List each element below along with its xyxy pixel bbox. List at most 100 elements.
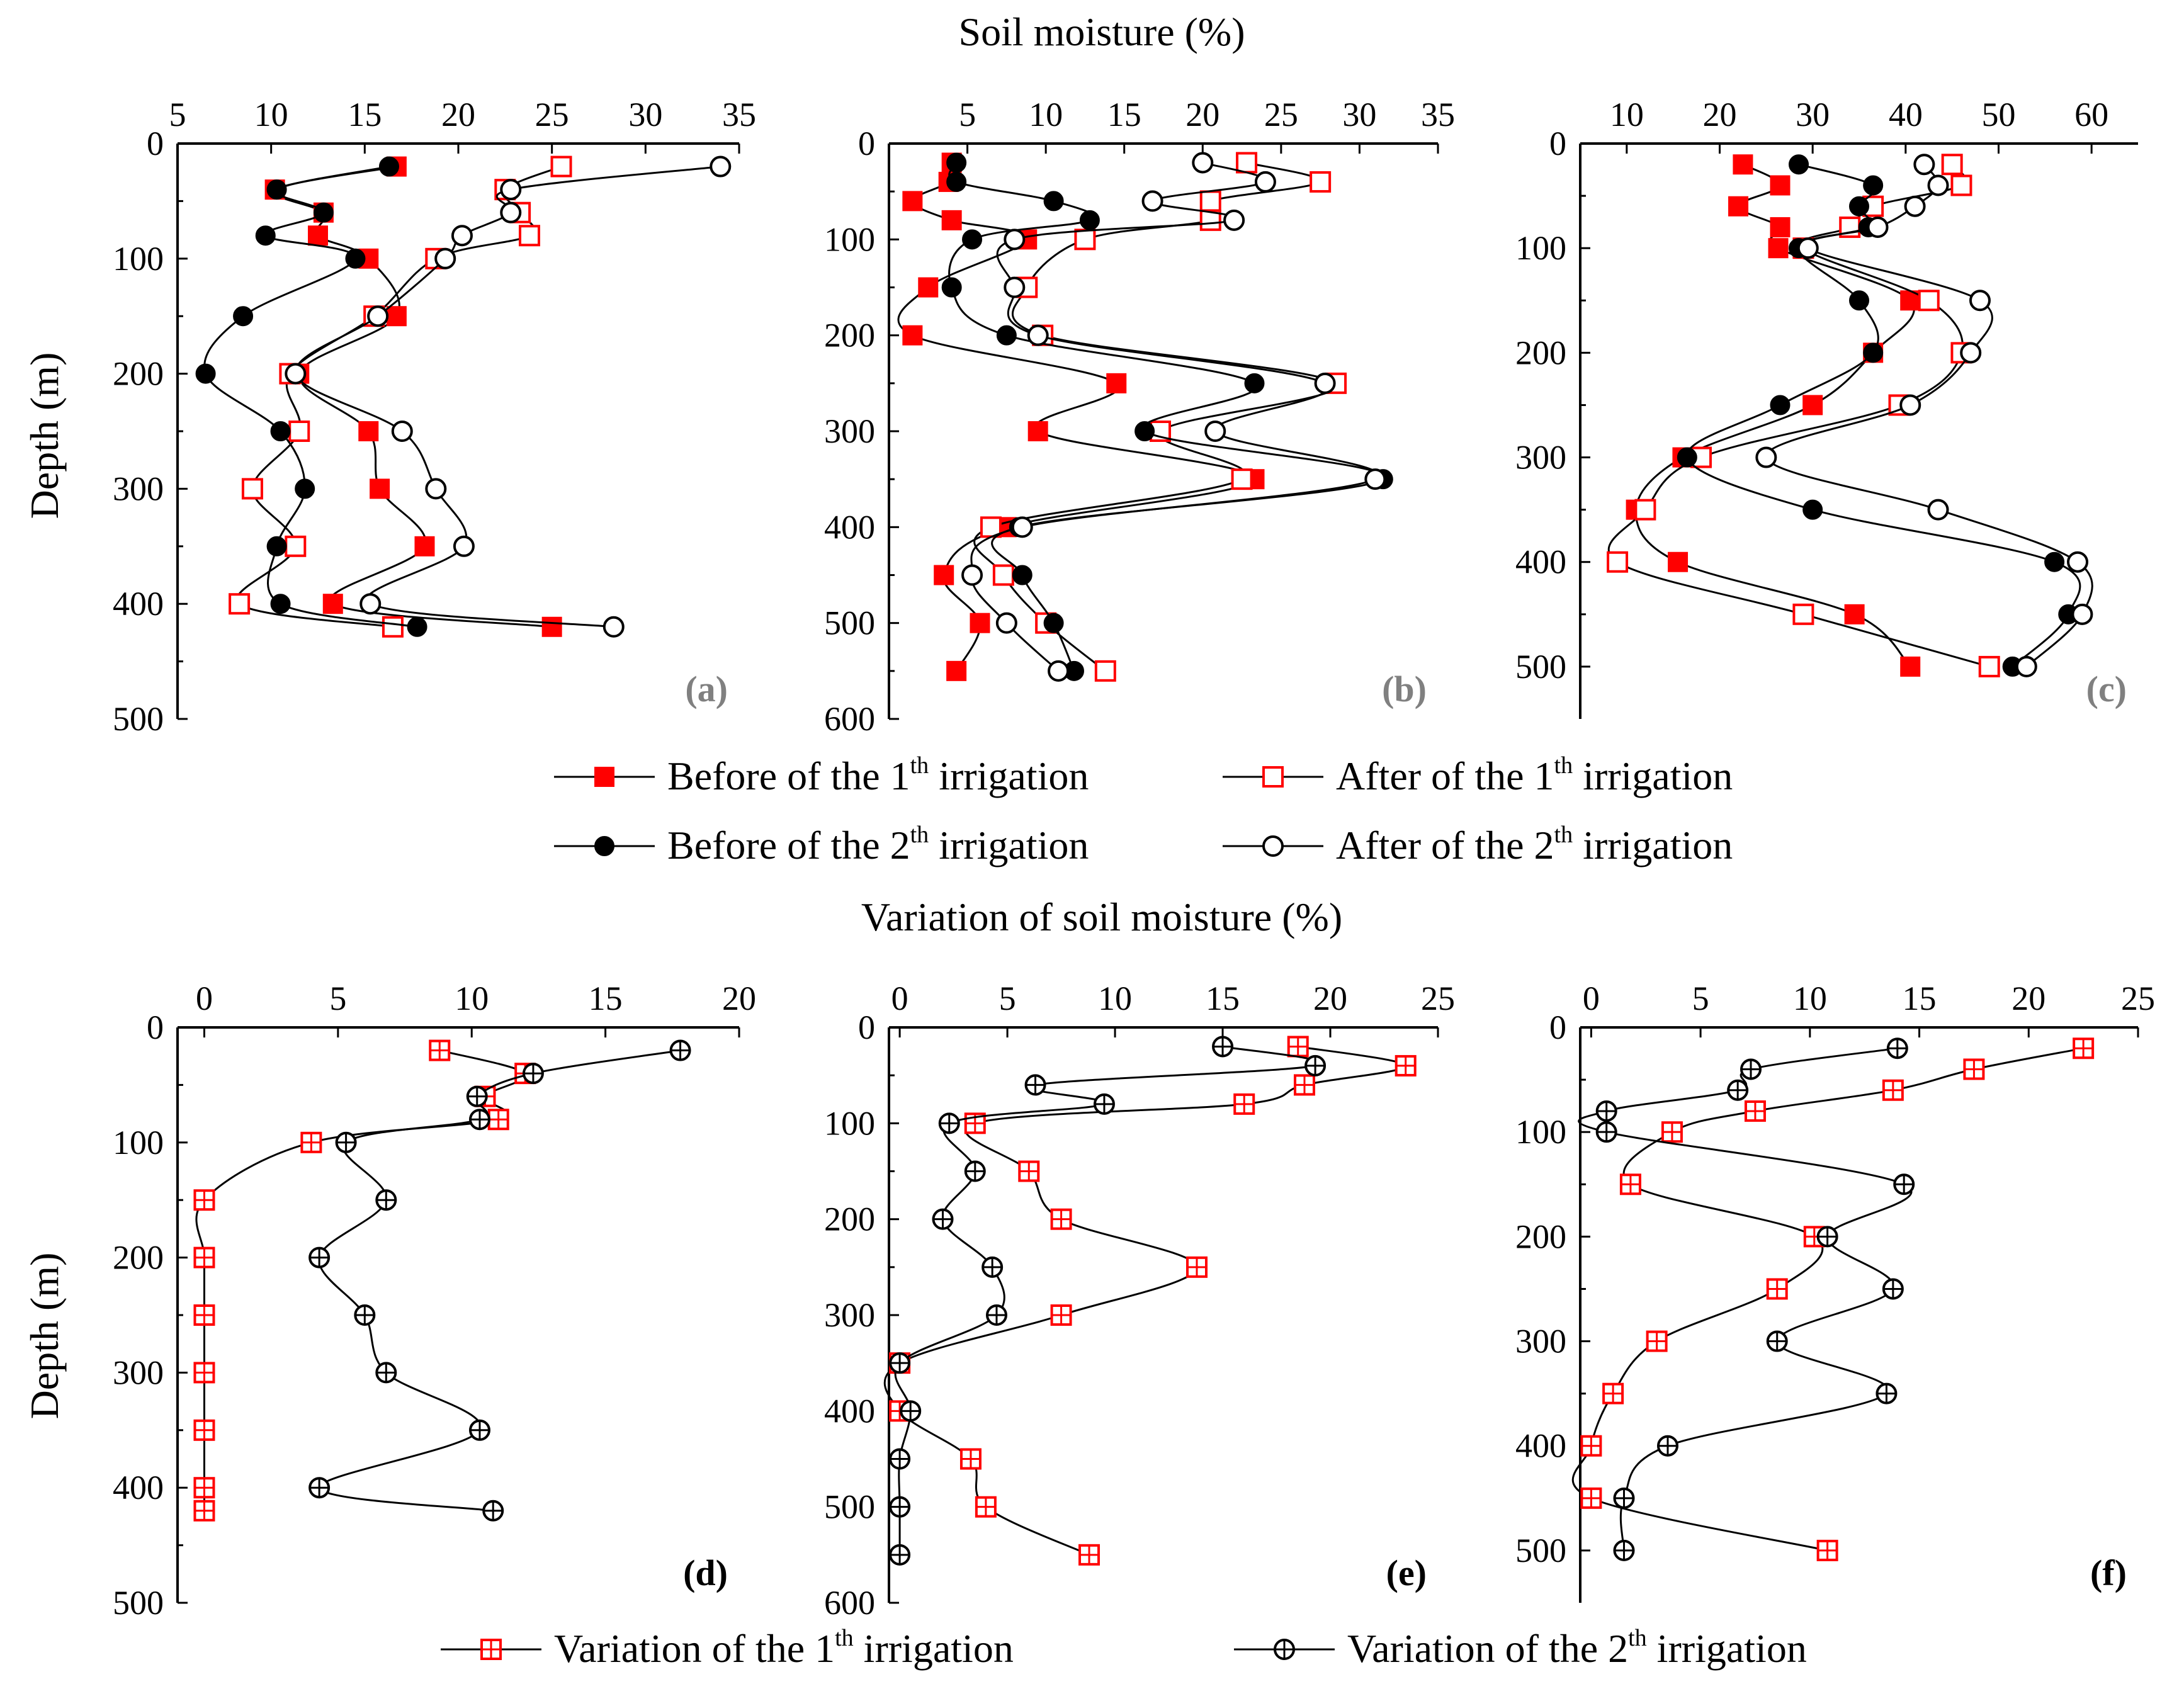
y-tick-label: 200 bbox=[113, 1239, 164, 1277]
x-tick-label: 30 bbox=[1796, 96, 1830, 133]
data-point bbox=[1027, 324, 1049, 346]
x-tick-label: 0 bbox=[1583, 980, 1600, 1017]
y-tick-label: 400 bbox=[824, 508, 875, 546]
panel-label: (e) bbox=[1386, 1552, 1427, 1593]
data-point bbox=[1078, 1544, 1100, 1566]
data-point bbox=[375, 1362, 397, 1384]
panel-b: 5 10 15 20 25 30 35 0 100 200 300 400 500 600 (b) bbox=[824, 96, 1455, 738]
x-tick-label: 20 bbox=[1313, 980, 1347, 1017]
bottom-axis-title: Variation of soil moisture (%) bbox=[861, 895, 1342, 939]
x-tick-label: 20 bbox=[2011, 980, 2045, 1017]
data-point bbox=[1613, 1487, 1635, 1509]
y-tick-label: 600 bbox=[824, 700, 875, 738]
y-tick-label: 300 bbox=[113, 1353, 164, 1391]
data-point bbox=[266, 536, 287, 557]
series-line bbox=[1571, 1047, 2084, 1552]
data-point bbox=[1893, 1173, 1915, 1195]
x-tick-label: 15 bbox=[1107, 96, 1141, 133]
data-point bbox=[308, 1246, 331, 1269]
data-point bbox=[1199, 190, 1221, 212]
data-point bbox=[407, 616, 427, 637]
data-point bbox=[1186, 1256, 1208, 1278]
series-line bbox=[883, 1046, 1407, 1556]
data-point bbox=[941, 210, 962, 230]
data-point bbox=[603, 616, 625, 638]
data-point bbox=[1770, 175, 1791, 196]
data-point bbox=[550, 155, 572, 178]
data-point bbox=[1043, 191, 1064, 212]
y-tick-label: 0 bbox=[858, 1009, 875, 1046]
data-point bbox=[1043, 613, 1064, 633]
data-point bbox=[1927, 499, 1949, 521]
series-2 bbox=[308, 1039, 691, 1522]
x-tick-label: 40 bbox=[1889, 96, 1923, 133]
x-tick-label: 0 bbox=[891, 980, 908, 1017]
x-tick-label: 15 bbox=[348, 96, 382, 133]
data-point bbox=[500, 201, 522, 223]
x-tick-label: 25 bbox=[2121, 980, 2155, 1017]
data-point bbox=[1733, 154, 1753, 175]
data-point bbox=[1134, 421, 1155, 441]
data-point bbox=[1287, 1036, 1309, 1058]
data-point bbox=[1797, 237, 1819, 259]
panel-f: 0 5 10 15 20 25 0 100 200 300 400 500 (f) bbox=[1515, 980, 2155, 1603]
series-line bbox=[1635, 163, 1915, 667]
data-point bbox=[1960, 342, 1982, 364]
legend-marker bbox=[480, 1639, 502, 1660]
data-point bbox=[669, 1039, 691, 1061]
data-point bbox=[288, 421, 310, 442]
data-point bbox=[1740, 1058, 1762, 1080]
y-tick-label: 500 bbox=[1515, 1532, 1566, 1569]
data-point bbox=[1106, 373, 1127, 393]
legend-item-2: Variation of the 2th irrigation bbox=[1234, 1625, 1807, 1671]
legend-marker bbox=[1274, 1639, 1295, 1660]
data-point bbox=[1050, 1208, 1072, 1230]
data-point bbox=[1231, 468, 1253, 490]
top-axis-title: Soil moisture (%) bbox=[958, 9, 1245, 54]
data-point bbox=[386, 306, 407, 327]
data-point bbox=[902, 325, 923, 346]
data-point bbox=[335, 1131, 357, 1153]
data-point bbox=[1728, 196, 1749, 217]
data-point bbox=[1254, 171, 1276, 193]
y-tick-label: 0 bbox=[1549, 1009, 1566, 1046]
data-point bbox=[270, 594, 291, 614]
data-point bbox=[1802, 395, 1823, 415]
data-point bbox=[1963, 1058, 1985, 1080]
panel-label: (b) bbox=[1382, 669, 1427, 709]
data-point bbox=[1900, 656, 1921, 677]
data-point bbox=[1876, 1382, 1898, 1404]
data-point bbox=[1634, 499, 1656, 521]
x-tick-label: 30 bbox=[1342, 96, 1376, 133]
x-tick-label: 20 bbox=[1703, 96, 1737, 133]
legend-marker bbox=[594, 836, 614, 856]
y-tick-label: 200 bbox=[113, 355, 164, 393]
data-point bbox=[1141, 190, 1163, 212]
data-point bbox=[1293, 1074, 1315, 1096]
data-point bbox=[541, 616, 562, 637]
data-point bbox=[962, 229, 983, 250]
data-point bbox=[295, 478, 315, 499]
data-point bbox=[985, 1304, 1007, 1326]
y-tick-label: 500 bbox=[824, 1488, 875, 1526]
y-tick-label: 300 bbox=[1515, 1323, 1566, 1360]
data-point bbox=[367, 305, 389, 327]
data-point bbox=[1668, 551, 1689, 572]
data-point bbox=[1595, 1100, 1617, 1122]
data-point bbox=[1770, 395, 1791, 415]
data-point bbox=[375, 1189, 397, 1211]
data-point bbox=[425, 478, 447, 500]
series-4 bbox=[285, 155, 732, 638]
data-point bbox=[980, 516, 1002, 538]
data-point bbox=[1886, 1037, 1908, 1060]
data-point bbox=[1816, 1226, 1838, 1248]
data-point bbox=[889, 1448, 911, 1470]
data-point bbox=[1192, 152, 1214, 174]
data-point bbox=[308, 225, 328, 246]
series-line bbox=[294, 166, 721, 628]
data-point bbox=[1792, 603, 1814, 625]
x-tick-label: 10 bbox=[1029, 96, 1063, 133]
data-point bbox=[354, 1304, 376, 1326]
data-point bbox=[313, 202, 334, 223]
series-line bbox=[236, 166, 562, 628]
